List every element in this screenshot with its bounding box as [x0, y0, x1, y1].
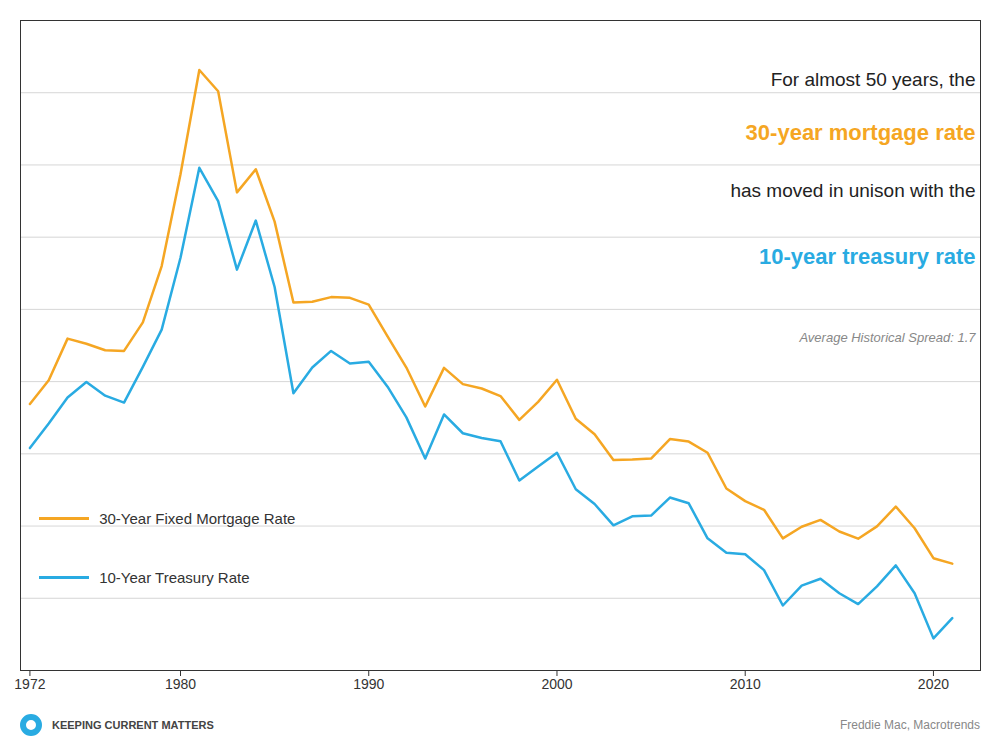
svg-text:10-year treasury rate: 10-year treasury rate [759, 244, 975, 269]
svg-text:2010: 2010 [730, 676, 761, 692]
svg-text:Average Historical Spread: 1.7: Average Historical Spread: 1.7 [798, 330, 976, 345]
html-text:KEEPING CURRENT MATTERS: KEEPING CURRENT MATTERS [52, 719, 214, 731]
svg-text:1990: 1990 [353, 676, 384, 692]
html-text:Freddie Mac, Macrotrends: Freddie Mac, Macrotrends [839, 718, 980, 732]
html-text:30-Year Fixed Mortgage Rate: 30-Year Fixed Mortgage Rate [99, 510, 296, 527]
svg-text:has moved in unison with the: has moved in unison with the [730, 179, 975, 200]
svg-text:1980: 1980 [165, 676, 196, 692]
svg-text:30-year mortgage rate: 30-year mortgage rate [746, 120, 976, 145]
svg-text:1972: 1972 [14, 676, 45, 692]
html-text:10-Year Treasury Rate: 10-Year Treasury Rate [99, 568, 250, 586]
svg-text:2000: 2000 [541, 676, 572, 692]
svg-text:For almost 50 years, the: For almost 50 years, the [771, 69, 976, 90]
svg-text:2020: 2020 [918, 676, 949, 692]
